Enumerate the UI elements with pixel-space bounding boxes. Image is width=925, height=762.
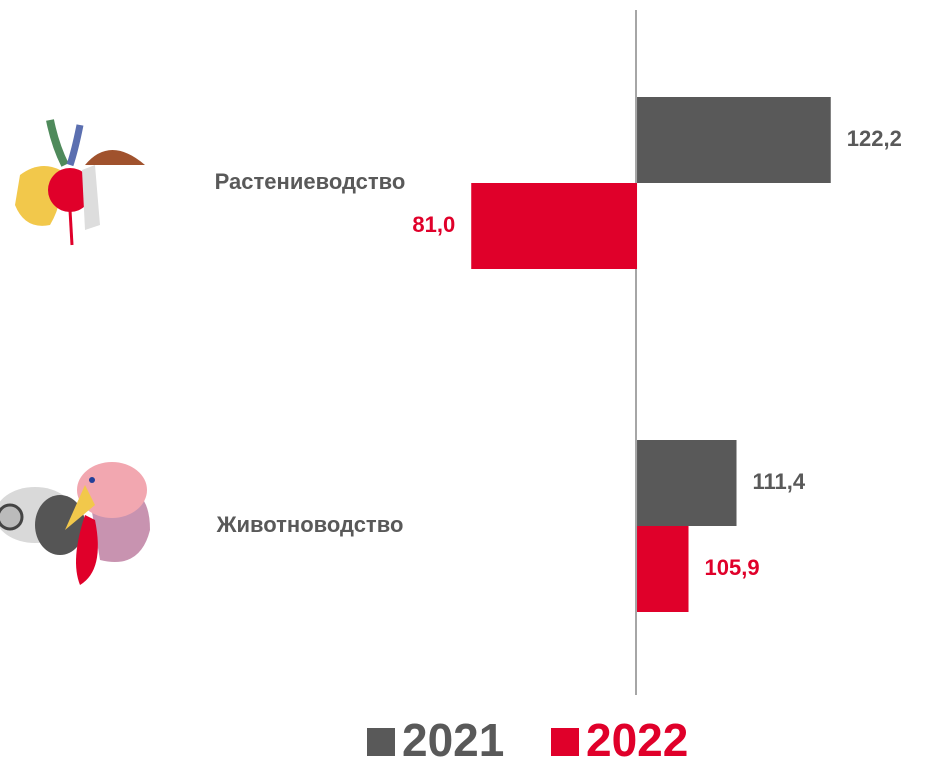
legend-swatch xyxy=(367,728,395,756)
livestock-icon xyxy=(0,462,150,585)
value-label: 105,9 xyxy=(705,555,760,580)
value-label: 81,0 xyxy=(412,212,455,237)
legend-label: 2021 xyxy=(402,714,504,762)
chart: Растениеводство 122,2 81,0 Животноводство 11… xyxy=(0,0,925,762)
crop-icon xyxy=(15,120,145,245)
category-label: Растениеводство xyxy=(215,169,406,194)
legend-swatch xyxy=(551,728,579,756)
legend-label: 2022 xyxy=(586,714,688,762)
value-label: 111,4 xyxy=(753,469,806,494)
bar xyxy=(637,440,736,526)
value-label: 122,2 xyxy=(847,126,902,151)
category-label: Животноводство xyxy=(216,512,404,537)
bar xyxy=(471,183,637,269)
bar xyxy=(637,526,688,612)
bar xyxy=(637,97,831,183)
